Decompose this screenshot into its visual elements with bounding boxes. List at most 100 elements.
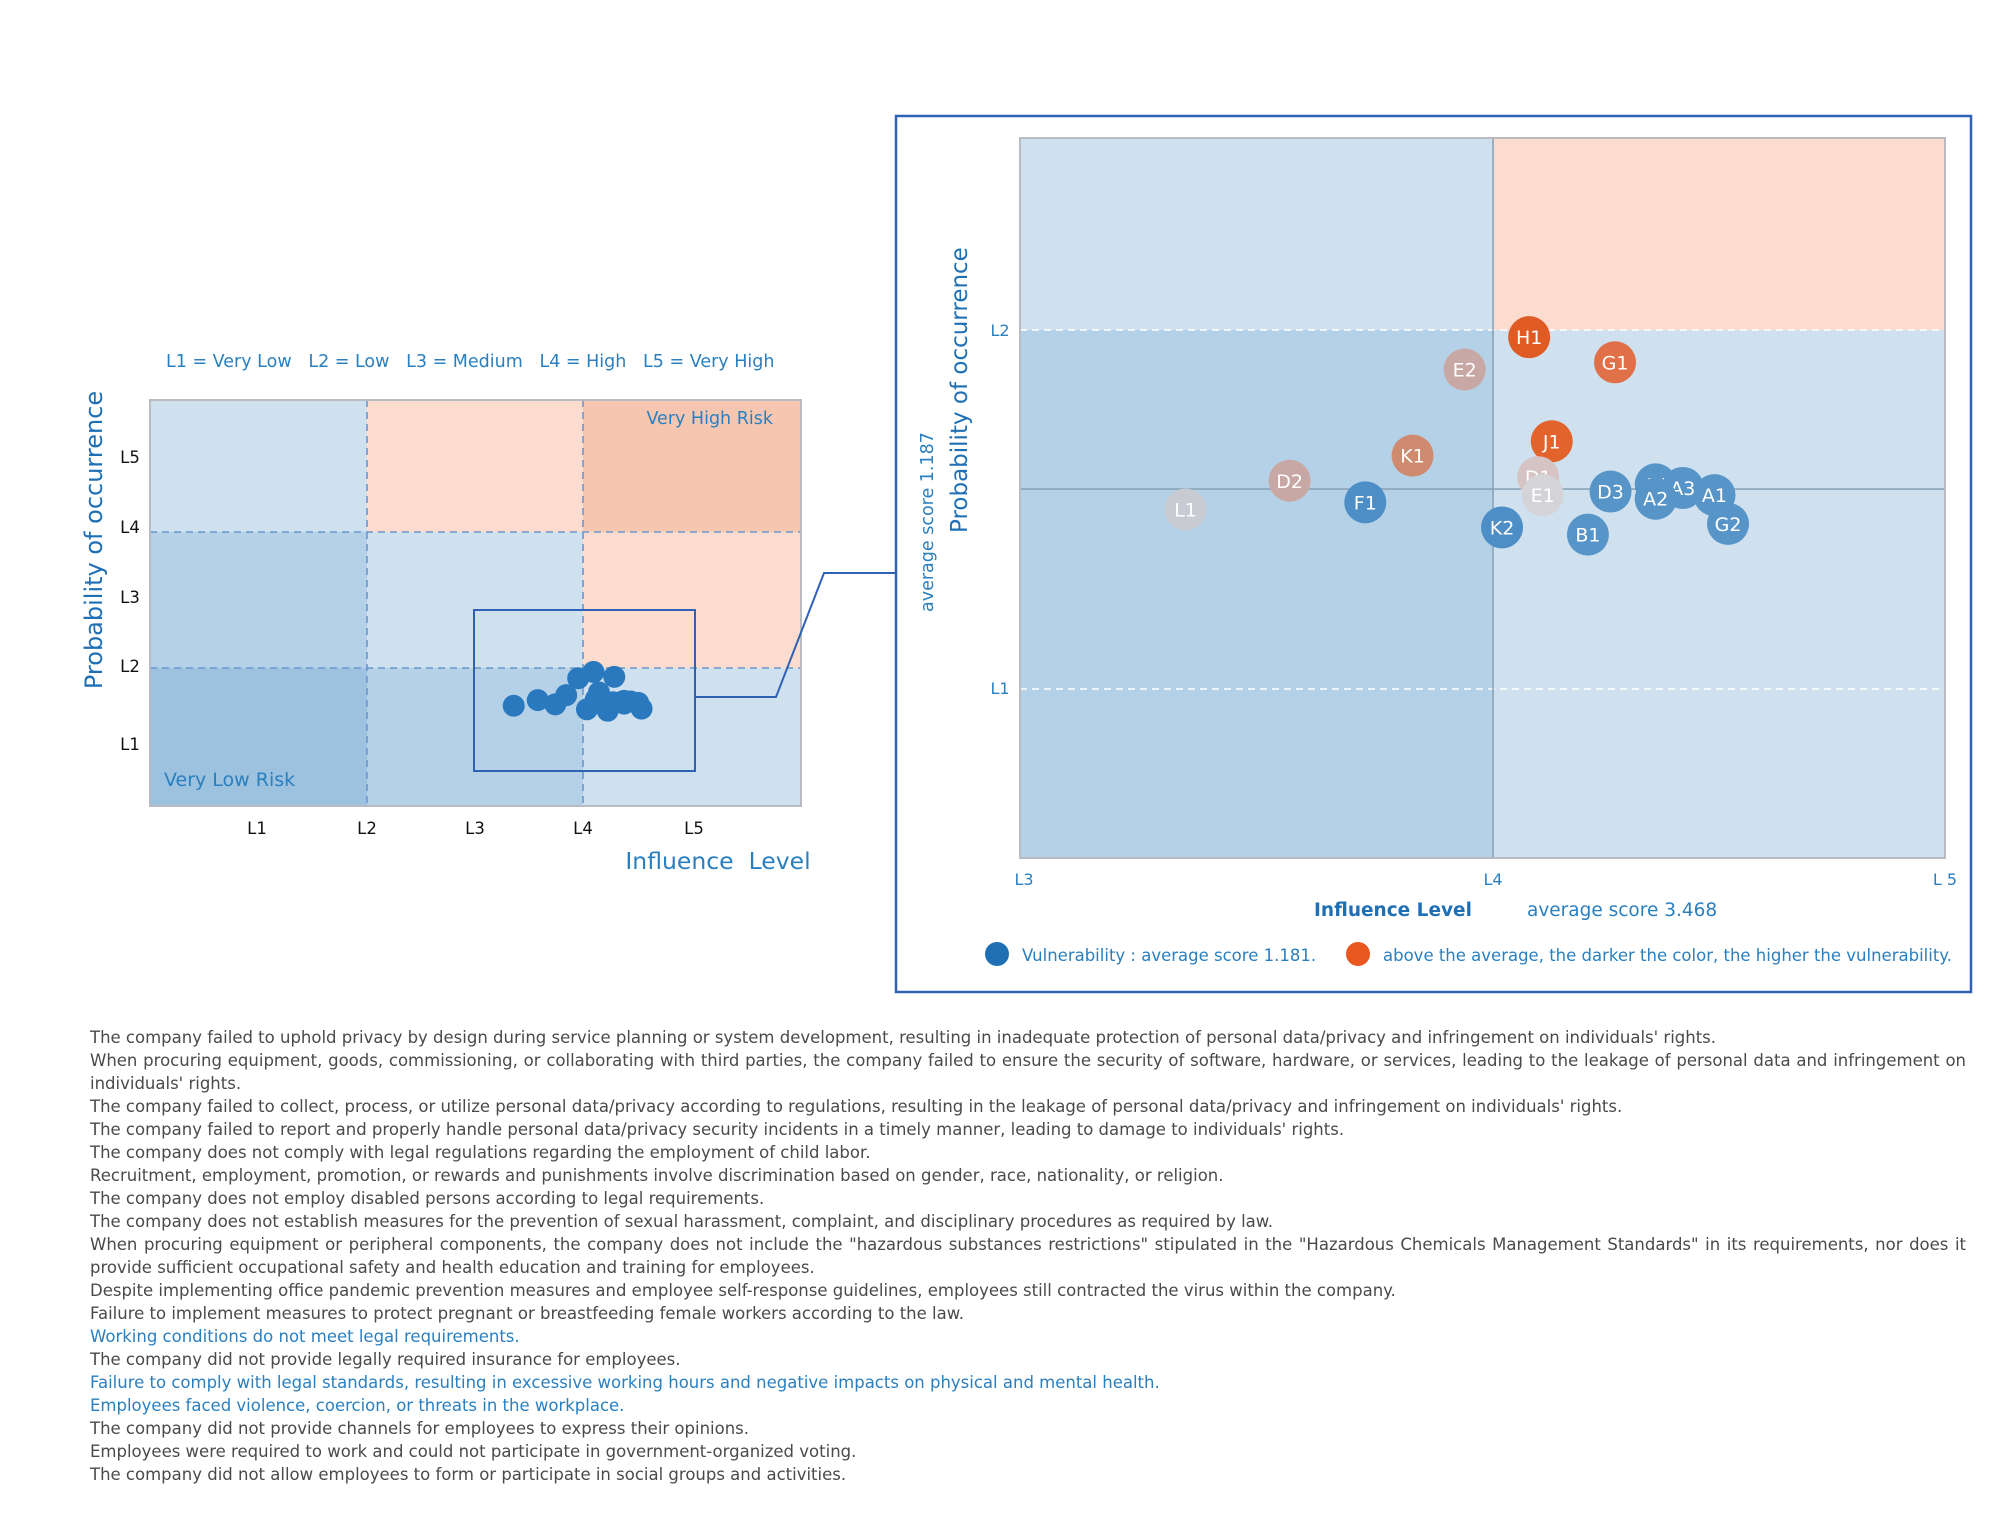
detail-y-tick: L1 [990, 679, 1009, 698]
legend-orange-dot [1346, 942, 1370, 966]
data-point-e1 [1521, 474, 1564, 517]
data-point-label: E1 [1531, 485, 1555, 507]
data-point-label: D3 [1597, 482, 1624, 504]
detail-y-average-label: average score 1.187 [918, 432, 938, 612]
risk-description: Employees were required to work and coul… [90, 1442, 857, 1461]
data-point-k2 [1481, 506, 1524, 549]
data-point-label: G2 [1715, 514, 1742, 536]
data-point-a2 [1634, 477, 1677, 520]
risk-description: The company failed to collect, process, … [90, 1097, 1623, 1116]
data-point-f1 [1344, 481, 1387, 524]
data-point-label: L1 [1174, 500, 1197, 522]
risk-description: The company did not provide channels for… [90, 1419, 750, 1438]
y-tick-label: L2 [120, 657, 140, 676]
risk-description: The company failed to uphold privacy by … [90, 1028, 1717, 1047]
detail-y-axis-label: Probability of occurrence [947, 247, 973, 533]
risk-descriptions: The company failed to uphold privacy by … [90, 1026, 1966, 1486]
y-tick-label: L5 [120, 448, 140, 467]
mini-point [526, 689, 549, 712]
mini-point [502, 694, 525, 717]
data-point-d3 [1589, 470, 1632, 513]
cell [583, 400, 801, 532]
data-point-j1 [1530, 420, 1573, 463]
detail-points: H1G1E2J1K1D2D1E1F1L1D3A4A3A2A1K2B1G2 [1164, 316, 1750, 556]
data-point-l1 [1164, 488, 1207, 531]
overview-x-axis-label: Influence Level [625, 847, 810, 875]
quadrant-top-right [1493, 138, 1945, 330]
data-point-e2 [1443, 348, 1486, 391]
risk-description: Failure to comply with legal standards, … [90, 1373, 1160, 1392]
risk-matrix-chart: L1 = Very Low L2 = Low L3 = Medium L4 = … [80, 114, 1973, 994]
mini-point [575, 698, 598, 721]
y-tick-label: L1 [120, 735, 140, 754]
overview-matrix: L1 = Very Low L2 = Low L3 = Medium L4 = … [80, 352, 896, 875]
risk-description: When procuring equipment or peripheral c… [90, 1235, 1966, 1277]
risk-description: The company did not allow employees to f… [90, 1465, 847, 1484]
cell [150, 668, 367, 806]
detail-plot-border [1019, 137, 1946, 859]
mini-point [544, 693, 567, 716]
data-point-label: B1 [1575, 525, 1600, 547]
very-low-risk-label: Very Low Risk [164, 769, 295, 791]
mini-point [630, 697, 653, 720]
data-point-label: K1 [1400, 446, 1425, 468]
data-point-label: J1 [1542, 431, 1561, 453]
overview-legend: L1 = Very Low L2 = Low L3 = Medium L4 = … [166, 352, 774, 372]
x-tick-label: L3 [465, 819, 485, 838]
y-tick-label: L3 [120, 588, 140, 607]
data-point-label: H1 [1516, 327, 1542, 349]
cell [367, 400, 583, 532]
mini-point [603, 665, 626, 688]
detail-x-average-label: average score 3.468 [1527, 900, 1717, 921]
risk-description: When procuring equipment, goods, commiss… [90, 1051, 1966, 1093]
overview-y-axis-label: Probability of occurrence [80, 391, 108, 689]
mini-point [596, 699, 619, 722]
legend-blue-dot [985, 942, 1009, 966]
data-point-k1 [1391, 434, 1434, 477]
mini-point [567, 667, 590, 690]
data-point-g1 [1594, 341, 1637, 384]
data-point-label: G1 [1602, 352, 1629, 374]
very-high-risk-label: Very High Risk [646, 409, 773, 429]
detail-x-tick: L3 [1014, 870, 1033, 889]
risk-description: The company does not comply with legal r… [90, 1143, 871, 1162]
risk-description: Working conditions do not meet legal req… [90, 1327, 520, 1346]
risk-description: The company failed to report and properl… [90, 1120, 1345, 1139]
data-point-g2 [1707, 502, 1750, 545]
overview-border [149, 399, 802, 807]
y-tick-label: L4 [120, 518, 140, 537]
data-point-label: K2 [1490, 517, 1515, 539]
cell [583, 532, 801, 668]
risk-description: Recruitment, employment, promotion, or r… [90, 1166, 1224, 1185]
data-point-h1 [1508, 316, 1551, 359]
mini-cluster [502, 660, 653, 722]
cell [150, 400, 367, 532]
detail-x-tick: L 5 [1933, 870, 1957, 889]
risk-description: The company does not establish measures … [90, 1212, 1274, 1231]
zoom-connector [695, 572, 896, 698]
cell [583, 668, 801, 806]
x-tick-label: L2 [357, 819, 377, 838]
detail-y-tick: L2 [990, 321, 1009, 340]
x-tick-label: L5 [684, 819, 704, 838]
data-point-label: F1 [1354, 492, 1377, 514]
risk-description: Despite implementing office pandemic pre… [90, 1281, 1396, 1300]
detail-panel: L2 L1 L3 L4 L 5 Influence Level average … [894, 114, 1973, 994]
risk-description: Employees faced violence, coercion, or t… [90, 1396, 625, 1415]
data-point-label: A2 [1643, 489, 1668, 511]
quadrant-top-left [1020, 138, 1493, 330]
risk-description: Failure to implement measures to protect… [90, 1304, 964, 1323]
data-point-b1 [1566, 513, 1609, 556]
data-point-label: D2 [1276, 471, 1303, 493]
detail-x-axis-label: Influence Level [1314, 900, 1472, 921]
data-point-label: A3 [1670, 478, 1695, 500]
risk-description: The company did not provide legally requ… [90, 1350, 681, 1369]
cell [150, 532, 367, 668]
legend-blue-text: Vulnerability : average score 1.181. [1022, 946, 1316, 965]
detail-x-tick: L4 [1483, 870, 1502, 889]
x-tick-label: L1 [247, 819, 267, 838]
data-point-label: A1 [1702, 485, 1727, 507]
x-tick-label: L4 [573, 819, 593, 838]
zoom-window [473, 609, 696, 772]
risk-description: The company does not employ disabled per… [90, 1189, 765, 1208]
